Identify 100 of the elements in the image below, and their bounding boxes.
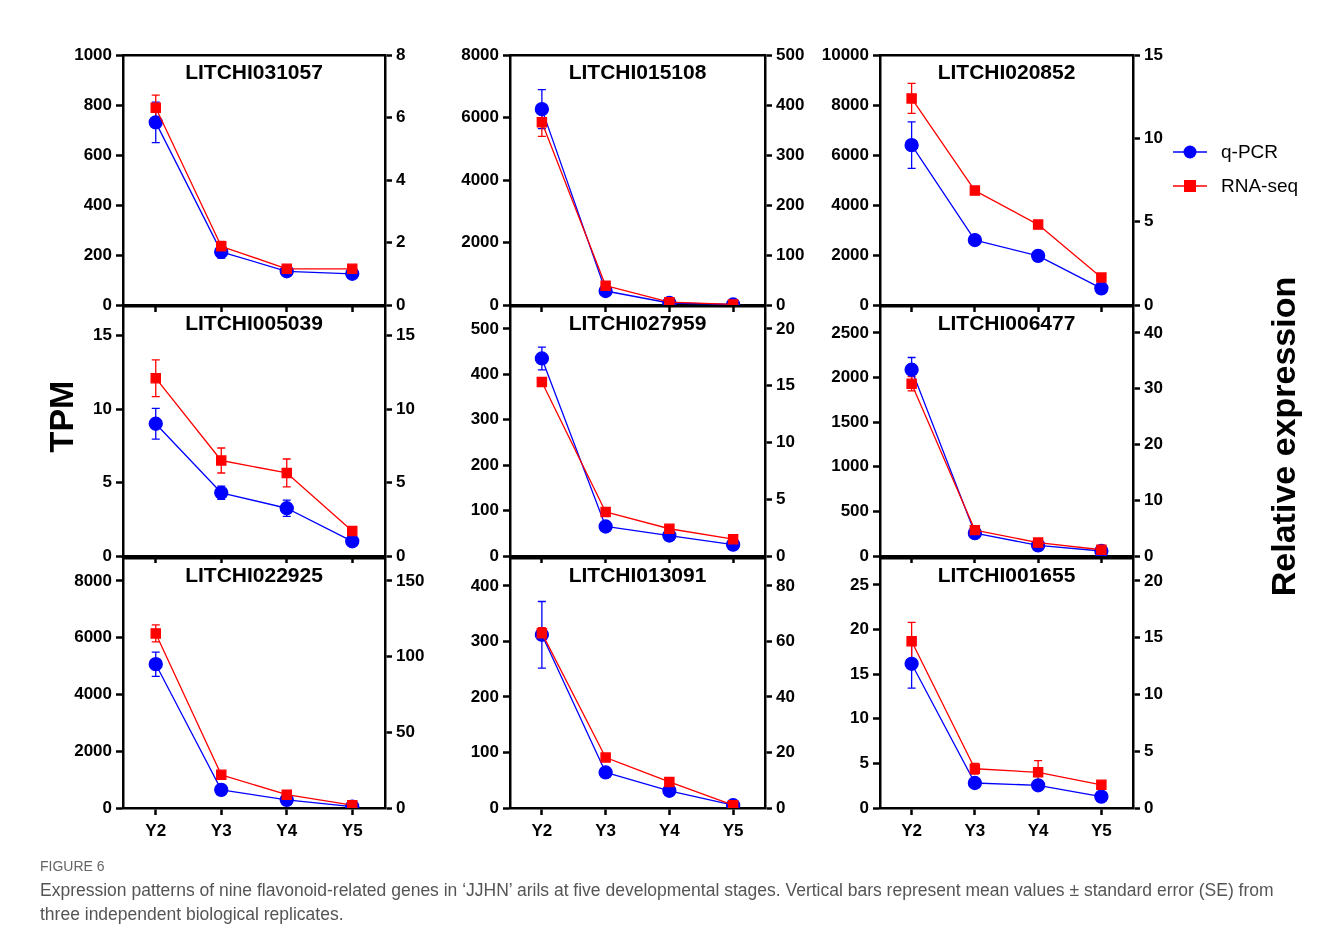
- y2-tick-label: 60: [776, 631, 795, 651]
- point: [216, 455, 227, 466]
- point: [600, 280, 611, 291]
- x-tick-label: Y2: [145, 820, 167, 840]
- y2-tick-label: 10: [396, 398, 415, 418]
- y-tick-label: 0: [489, 294, 499, 314]
- x-tick-label: Y4: [1027, 820, 1050, 840]
- y-tick-label: 200: [470, 686, 499, 706]
- y-tick-label: 5: [102, 472, 112, 492]
- point: [906, 93, 917, 104]
- y2-tick-label: 400: [776, 94, 805, 114]
- y-tick-label: 1500: [831, 411, 869, 431]
- point: [1032, 537, 1044, 548]
- y-tick-label: 10000: [821, 44, 869, 64]
- point: [148, 115, 163, 130]
- y-tick-label: 400: [470, 575, 499, 595]
- y-tick-label: 20: [850, 619, 869, 639]
- y2-tick-label: 5: [396, 472, 406, 492]
- x-tick-label: Y3: [595, 820, 617, 840]
- point: [347, 263, 358, 275]
- point: [281, 467, 292, 479]
- x-tick-label: Y3: [964, 820, 986, 840]
- y2-tick-label: 15: [776, 375, 795, 395]
- y2-tick-label: 20: [1144, 570, 1163, 590]
- y2-tick-label: 5: [1144, 740, 1154, 760]
- x-tick-label: Y4: [276, 820, 298, 840]
- y-tick-label: 400: [470, 364, 499, 384]
- y2-tick-label: 20: [776, 318, 795, 338]
- x-tick-label: Y5: [1090, 820, 1112, 840]
- y-tick-label: 15: [850, 663, 869, 683]
- chart-title: LITCHI015108: [568, 60, 707, 84]
- x-tick-label: Y3: [210, 820, 232, 840]
- chart-title: LITCHI005039: [185, 311, 323, 335]
- y2-tick-label: 15: [1144, 44, 1163, 64]
- point: [906, 635, 917, 647]
- chart-title: LITCHI013091: [568, 563, 707, 587]
- y-tick-label: 0: [489, 797, 499, 817]
- chart-title: LITCHI020852: [937, 60, 1076, 84]
- y-tick-label: 0: [102, 545, 112, 565]
- y-tick-label: 0: [489, 545, 499, 565]
- y-tick-label: 0: [102, 294, 112, 314]
- y2-tick-label: 8: [396, 44, 406, 64]
- y2-tick-label: 6: [396, 107, 406, 127]
- point: [967, 232, 983, 248]
- point: [536, 376, 548, 388]
- point: [969, 185, 981, 196]
- point: [345, 534, 360, 549]
- y2-tick-label: 50: [396, 721, 415, 741]
- y2-tick-label: 10: [776, 432, 795, 452]
- point: [150, 372, 161, 384]
- y2-tick-label: 0: [396, 545, 406, 565]
- y-tick-label: 300: [470, 409, 499, 429]
- y2-tick-label: 40: [1144, 322, 1163, 342]
- y-tick-label: 10: [850, 708, 869, 728]
- y2-tick-label: 2: [396, 232, 406, 252]
- y-tick-label: 0: [102, 797, 112, 817]
- point: [967, 775, 983, 791]
- point: [969, 524, 981, 536]
- y2-tick-label: 0: [776, 797, 786, 817]
- y-tick-label: 8000: [831, 94, 869, 114]
- y2-tick-label: 200: [776, 194, 805, 214]
- y2-tick-label: 500: [776, 44, 805, 64]
- y2-tick-label: 40: [776, 686, 795, 706]
- y-tick-label: 6000: [461, 107, 499, 127]
- chart-title: LITCHI031057: [185, 60, 323, 84]
- point: [1094, 281, 1109, 296]
- point: [1030, 778, 1046, 793]
- point: [216, 769, 227, 781]
- y-tick-label: 2000: [831, 367, 869, 387]
- legend-label: q-PCR: [1221, 141, 1279, 163]
- y2-axis-title: Relative expression: [1263, 276, 1303, 596]
- y2-tick-label: 0: [1144, 545, 1154, 565]
- y2-tick-label: 5: [1144, 211, 1154, 231]
- point: [598, 765, 613, 780]
- point: [150, 628, 161, 639]
- y2-tick-label: 5: [776, 488, 786, 508]
- y-tick-label: 200: [470, 454, 499, 474]
- point: [148, 416, 163, 431]
- point: [214, 782, 229, 797]
- y-axis-title: TPM: [42, 380, 82, 452]
- y2-tick-label: 100: [396, 646, 425, 666]
- chart-title: LITCHI022925: [185, 563, 324, 587]
- y-tick-label: 2000: [461, 232, 499, 252]
- y-tick-label: 8000: [74, 570, 112, 590]
- y2-tick-label: 150: [396, 570, 425, 590]
- y-tick-label: 6000: [831, 144, 869, 164]
- y2-tick-label: 0: [776, 294, 786, 314]
- y2-tick-label: 0: [396, 797, 406, 817]
- point: [598, 519, 613, 534]
- y2-tick-label: 0: [1144, 797, 1154, 817]
- point: [664, 523, 675, 534]
- point: [1094, 789, 1109, 804]
- y2-tick-label: 0: [776, 545, 786, 565]
- y-tick-label: 2000: [831, 244, 869, 264]
- y2-tick-label: 15: [396, 325, 415, 345]
- y-tick-label: 0: [859, 545, 869, 565]
- legend-label: RNA-seq: [1221, 175, 1299, 197]
- y2-tick-label: 15: [1144, 627, 1163, 647]
- y-tick-label: 100: [470, 742, 499, 762]
- y-tick-label: 1000: [831, 456, 869, 476]
